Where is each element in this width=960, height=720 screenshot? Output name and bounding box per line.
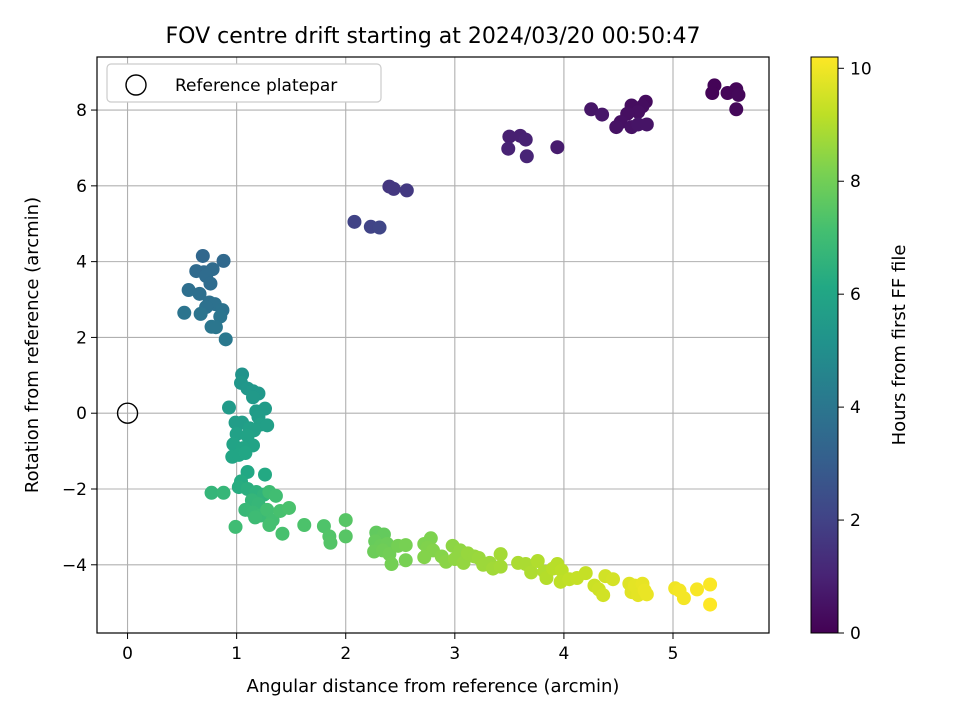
x-tick-label: 5 <box>668 644 679 664</box>
data-point <box>519 149 534 164</box>
colorbar-tick-label: 10 <box>850 59 872 79</box>
data-point <box>238 446 253 460</box>
legend-marker-reference <box>125 74 147 96</box>
data-point <box>398 538 413 553</box>
data-point <box>372 220 387 235</box>
data-point <box>222 400 236 415</box>
data-point <box>216 485 231 500</box>
data-point <box>639 587 654 602</box>
data-point <box>578 566 593 581</box>
reference-platepar-marker <box>116 402 139 424</box>
y-axis-ticks: −4 −2 0 2 4 6 8 <box>62 101 97 576</box>
x-tick-label: 4 <box>558 644 569 664</box>
data-point <box>316 519 331 534</box>
data-point <box>192 286 207 301</box>
data-point <box>262 518 277 532</box>
data-point <box>690 582 704 597</box>
data-point <box>502 129 517 144</box>
data-point <box>386 181 401 196</box>
y-tick-label: −2 <box>62 480 87 500</box>
data-point <box>347 214 362 229</box>
colorbar-tick-label: 0 <box>850 624 861 644</box>
data-point <box>181 283 196 298</box>
legend-label-reference: Reference platepar <box>175 76 337 96</box>
data-point <box>384 557 399 572</box>
data-point <box>729 102 744 117</box>
colorbar-ticks: 0 2 4 6 8 10 <box>838 59 872 644</box>
y-tick-label: 6 <box>76 177 87 197</box>
x-axis-label: Angular distance from reference (arcmin) <box>247 676 620 697</box>
data-point <box>246 390 260 405</box>
data-point <box>530 554 545 568</box>
data-point <box>275 526 290 541</box>
data-point <box>338 529 353 544</box>
data-point <box>639 117 654 132</box>
data-point <box>501 141 516 156</box>
data-point <box>399 183 414 198</box>
data-point <box>606 572 620 587</box>
data-point <box>703 577 718 592</box>
data-point <box>584 102 599 117</box>
data-point <box>216 253 231 268</box>
y-tick-label: −4 <box>62 556 87 576</box>
data-point <box>218 332 233 347</box>
data-point <box>193 306 208 321</box>
data-point <box>258 467 272 482</box>
data-point <box>609 120 624 135</box>
y-tick-label: 2 <box>76 328 87 348</box>
data-point <box>676 591 691 606</box>
data-point <box>204 485 219 500</box>
data-point <box>417 550 432 565</box>
data-point <box>228 519 243 534</box>
data-point <box>703 597 718 612</box>
data-point <box>338 513 353 528</box>
data-point <box>731 87 746 102</box>
data-points <box>116 78 746 612</box>
colorbar-tick-label: 8 <box>850 172 861 192</box>
data-point <box>493 559 508 574</box>
data-point <box>248 510 263 525</box>
colorbar-tick-label: 4 <box>850 398 861 418</box>
data-point <box>398 553 413 568</box>
chart-title: FOV centre drift starting at 2024/03/20 … <box>166 24 701 49</box>
y-axis-label: Rotation from reference (arcmin) <box>22 197 43 493</box>
x-tick-label: 3 <box>449 644 460 664</box>
y-tick-label: 8 <box>76 101 87 121</box>
data-point <box>550 140 565 155</box>
data-point <box>323 535 338 550</box>
data-point <box>297 518 312 532</box>
data-point <box>595 107 610 122</box>
data-point <box>268 488 283 503</box>
data-point <box>203 276 218 291</box>
colorbar <box>810 56 839 634</box>
legend-box <box>106 63 382 103</box>
data-point <box>524 565 539 580</box>
data-point <box>282 500 296 515</box>
data-point <box>177 305 192 320</box>
plot-frame <box>96 56 770 634</box>
colorbar-label: Hours from first FF file <box>889 245 910 446</box>
data-point <box>493 547 508 562</box>
data-point <box>195 248 210 263</box>
data-point <box>208 320 223 335</box>
data-point <box>705 86 720 100</box>
colorbar-tick-label: 6 <box>850 285 861 305</box>
data-point <box>631 104 646 119</box>
colorbar-tick-label: 2 <box>850 511 861 531</box>
x-tick-label: 0 <box>122 644 133 664</box>
data-point <box>260 418 275 433</box>
data-point <box>260 502 275 517</box>
x-axis-ticks: 0 1 2 3 4 5 <box>122 633 678 664</box>
data-point <box>518 132 533 147</box>
y-tick-label: 0 <box>76 404 87 424</box>
data-point <box>596 588 611 603</box>
x-tick-label: 2 <box>340 644 351 664</box>
x-tick-label: 1 <box>231 644 242 664</box>
legend: Reference platepar <box>106 63 382 103</box>
y-tick-label: 4 <box>76 253 87 273</box>
data-point <box>213 309 228 324</box>
